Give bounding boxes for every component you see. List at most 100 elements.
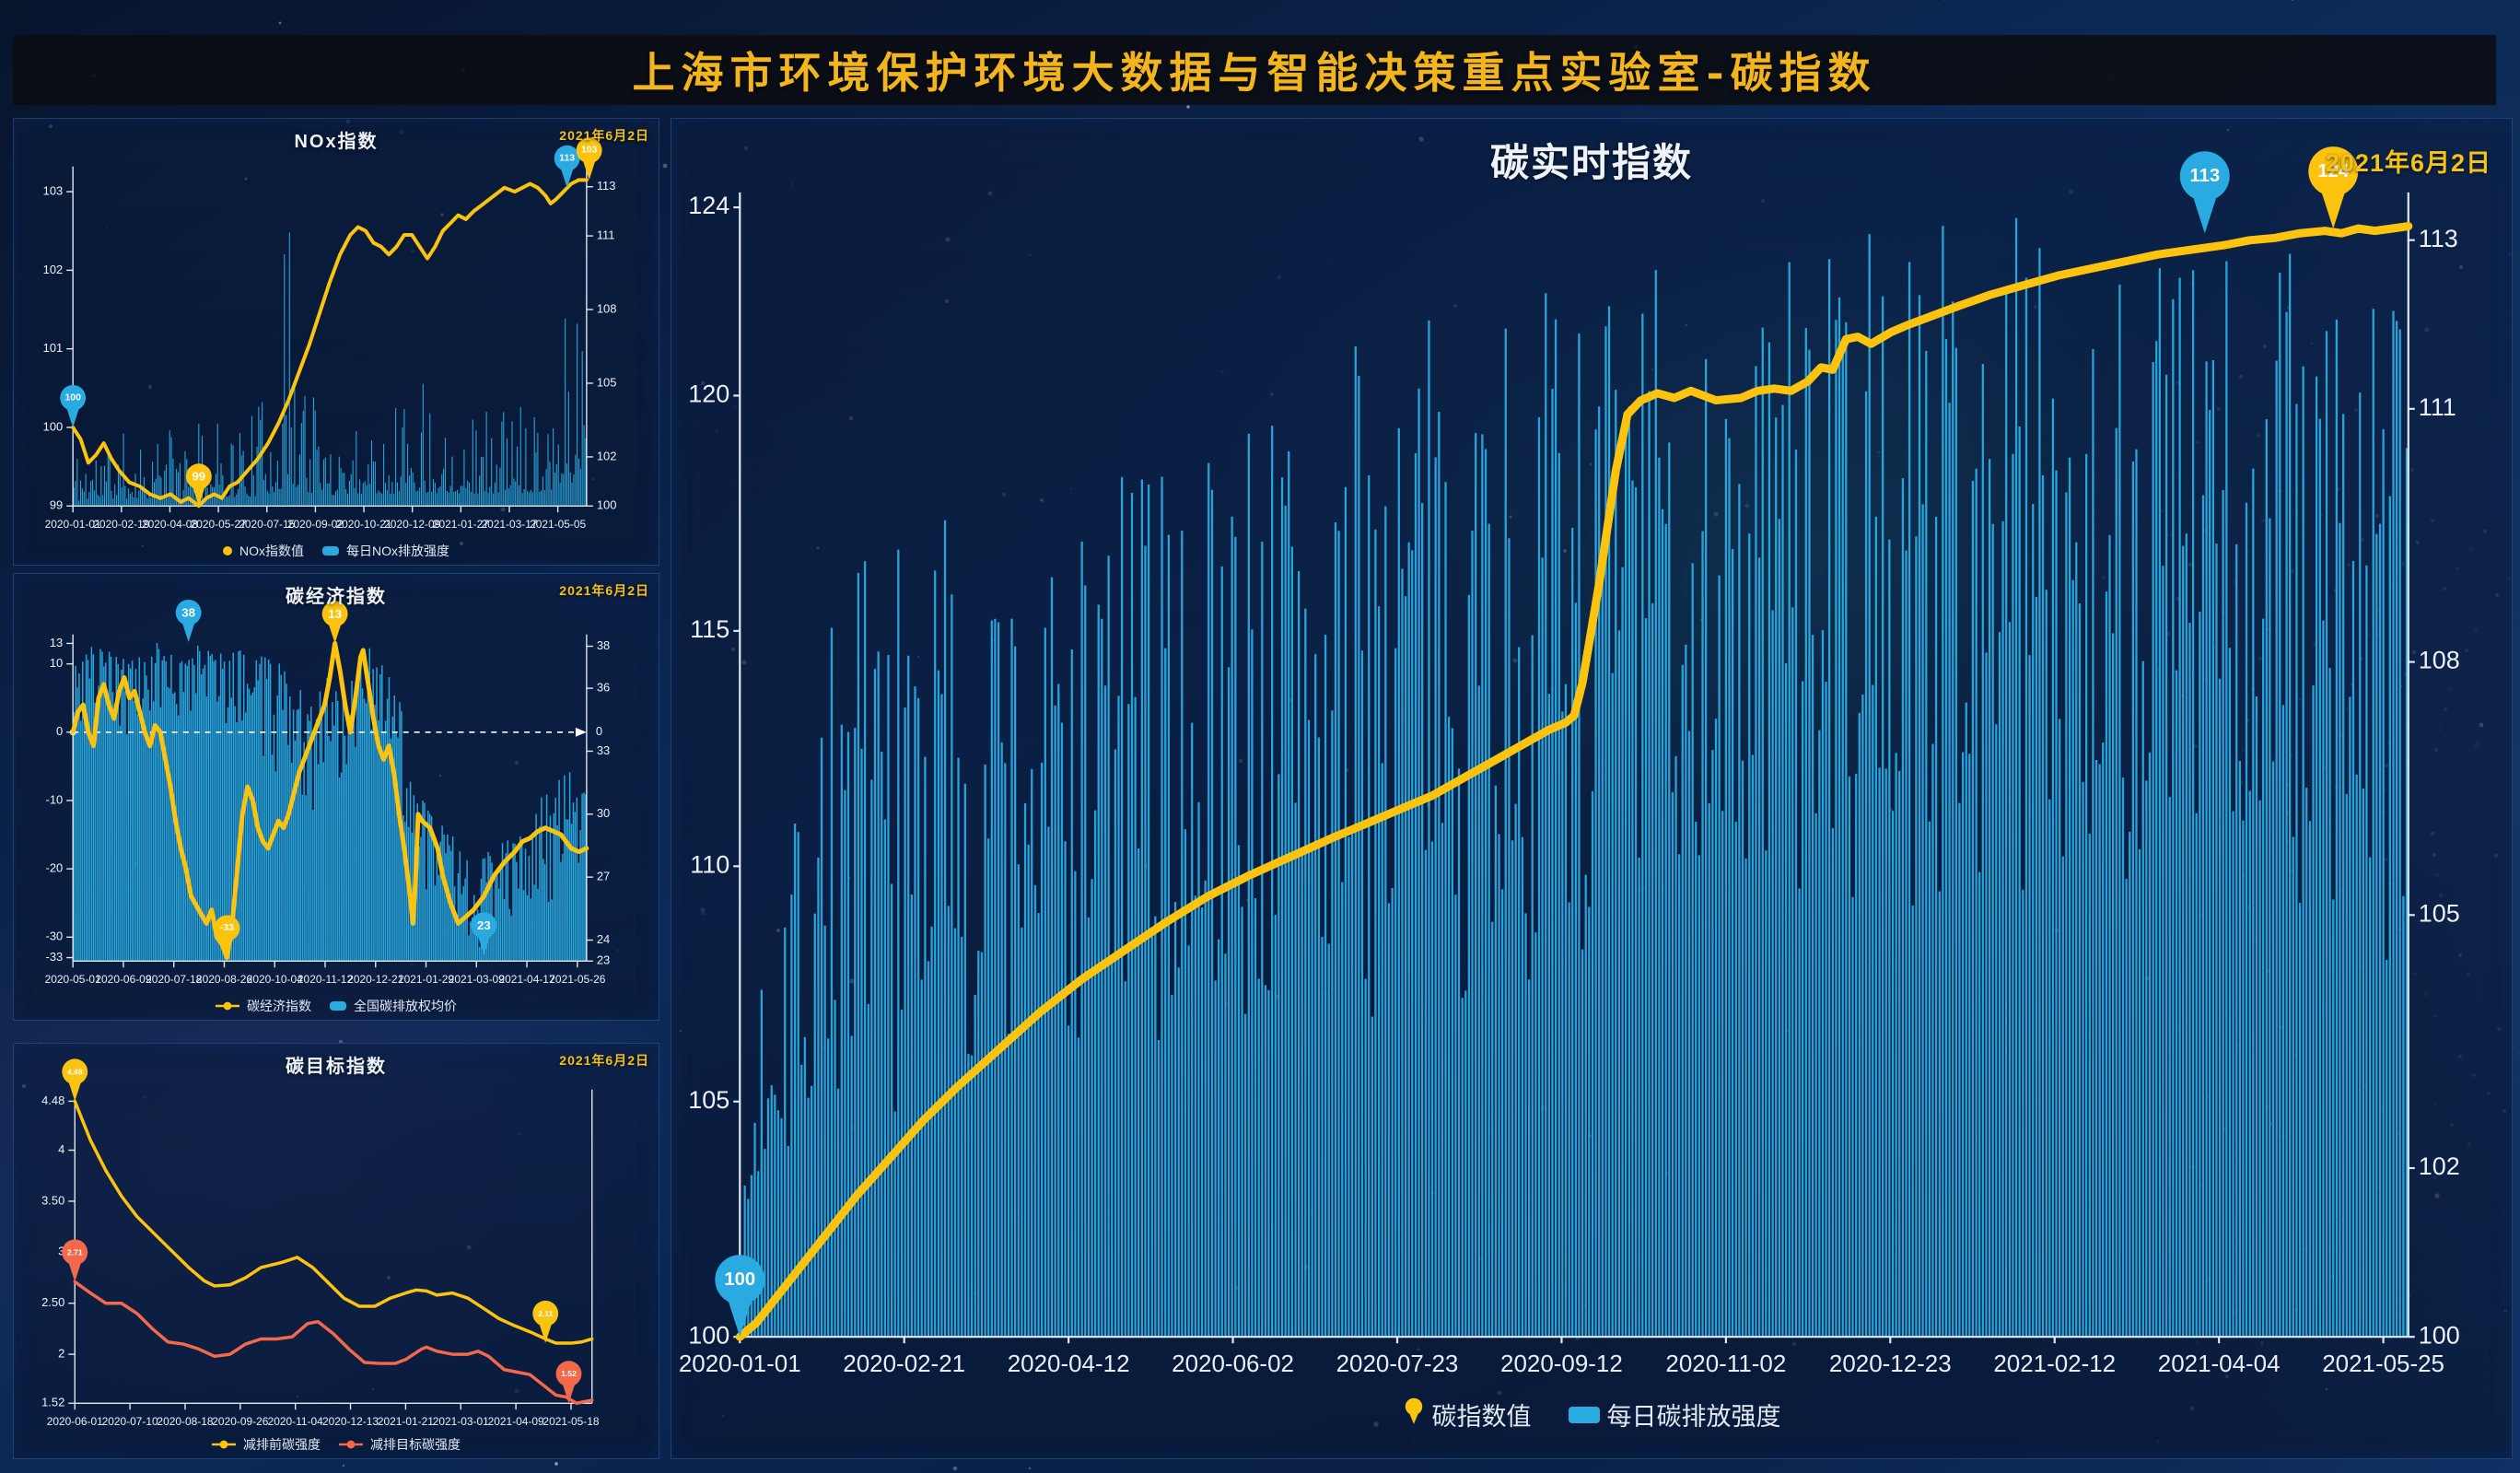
- svg-text:99: 99: [192, 470, 205, 484]
- carbon-economy-chart-canvas[interactable]: 0 13 10 0 -10 -20 -30 -33 38 36 33 30 27 24 23 2020-05-…: [14, 574, 659, 1020]
- bar-legend-icon: [330, 1001, 346, 1011]
- legend-item[interactable]: 碳经济指数: [216, 997, 311, 1015]
- value-pin: 1.52: [555, 1361, 582, 1404]
- svg-text:103: 103: [581, 146, 598, 156]
- svg-text:100: 100: [43, 419, 64, 433]
- svg-text:2020-07-18: 2020-07-18: [146, 973, 202, 986]
- value-pin: 100: [715, 1255, 765, 1338]
- carbon-target-panel: 碳目标指数 2021年6月2日 4.48 4 3.50 3 2.50 2 1.52 2020-…: [13, 1043, 659, 1459]
- svg-text:2020-12-21: 2020-12-21: [347, 973, 403, 986]
- svg-text:4: 4: [58, 1142, 64, 1156]
- page-header: 上海市环境保护环境大数据与智能决策重点实验室-碳指数: [13, 35, 2496, 105]
- panel-title-nox: NOx指数: [294, 132, 379, 152]
- value-pin: 113: [2179, 151, 2230, 234]
- date-badge: 2021年6月2日: [2325, 149, 2491, 177]
- svg-text:-20: -20: [46, 861, 64, 875]
- legend-item[interactable]: NOx指数值: [223, 542, 304, 560]
- svg-text:100: 100: [64, 392, 81, 403]
- carbon-economy-chart-legend: 碳经济指数 全国碳排放权均价: [14, 997, 659, 1015]
- legend-item[interactable]: 每日NOx排放强度: [322, 542, 449, 560]
- date-badge: 2021年6月2日: [559, 128, 649, 143]
- page-title: 上海市环境保护环境大数据与智能决策重点实验室-碳指数: [632, 48, 1877, 98]
- svg-text:113: 113: [559, 153, 575, 163]
- svg-text:2020-11-04: 2020-11-04: [268, 1415, 324, 1428]
- carbon-target-chart-canvas[interactable]: 4.48 4 3.50 3 2.50 2 1.52 2020-06-01 2020-07-10 2…: [14, 1044, 659, 1458]
- svg-text:2.50: 2.50: [41, 1295, 64, 1309]
- svg-text:2021-01-21: 2021-01-21: [378, 1415, 434, 1428]
- svg-text:99: 99: [50, 498, 63, 512]
- svg-text:2021-05-05: 2021-05-05: [530, 518, 586, 531]
- svg-text:4.48: 4.48: [67, 1067, 83, 1076]
- legend-item[interactable]: 减排前碳强度: [212, 1435, 321, 1454]
- svg-text:2021-02-12: 2021-02-12: [1993, 1350, 2116, 1377]
- pin-legend-icon: [1403, 1397, 1425, 1432]
- date-badge: 2021年6月2日: [559, 583, 649, 598]
- svg-text:2020-09-02: 2020-09-02: [287, 518, 344, 531]
- svg-text:2020-05-27: 2020-05-27: [191, 518, 247, 531]
- svg-text:2020-11-12: 2020-11-12: [298, 973, 354, 986]
- panel-title-target: 碳目标指数: [286, 1057, 387, 1077]
- svg-text:2020-12-09: 2020-12-09: [384, 518, 440, 531]
- svg-text:2020-06-02: 2020-06-02: [1172, 1350, 1294, 1377]
- svg-text:113: 113: [597, 179, 616, 193]
- value-pin: 100: [60, 384, 87, 427]
- legend-item[interactable]: 每日碳排放强度: [1568, 1397, 1781, 1432]
- carbon-economy-panel: 碳经济指数 2021年6月2日 0 13 10 0 -10 -20 -30 -33 38 36 33…: [13, 573, 659, 1021]
- svg-text:2.11: 2.11: [538, 1309, 554, 1318]
- dot-legend-icon: [223, 546, 232, 555]
- svg-text:2020-01-01: 2020-01-01: [45, 518, 101, 531]
- carbon-target-chart-legend: 减排前碳强度 减排目标碳强度: [14, 1435, 659, 1454]
- svg-text:30: 30: [597, 806, 610, 820]
- svg-text:-33: -33: [220, 923, 234, 933]
- svg-text:2020-12-13: 2020-12-13: [322, 1415, 379, 1428]
- svg-text:23: 23: [477, 918, 491, 932]
- legend-label: 减排目标碳强度: [370, 1437, 461, 1452]
- svg-text:2021-03-01: 2021-03-01: [433, 1415, 489, 1428]
- svg-text:108: 108: [597, 301, 617, 315]
- legend-label: 碳经济指数: [247, 999, 311, 1013]
- svg-text:2020-12-23: 2020-12-23: [1829, 1350, 1952, 1377]
- svg-text:2.71: 2.71: [67, 1247, 83, 1257]
- legend-item[interactable]: 减排目标碳强度: [339, 1435, 461, 1454]
- svg-text:2021-04-09: 2021-04-09: [488, 1415, 544, 1428]
- svg-text:33: 33: [597, 743, 610, 757]
- carbon-realtime-chart-legend: 碳指数值 每日碳排放强度: [671, 1397, 2512, 1432]
- svg-text:-33: -33: [46, 950, 64, 964]
- svg-text:2020-04-08: 2020-04-08: [142, 518, 198, 531]
- value-pin: 4.48: [62, 1058, 88, 1102]
- svg-text:102: 102: [597, 449, 617, 462]
- legend-item[interactable]: 碳指数值: [1403, 1397, 1532, 1432]
- svg-text:120: 120: [688, 380, 729, 408]
- value-pin: 124: [2308, 146, 2359, 229]
- svg-text:105: 105: [688, 1086, 729, 1114]
- legend-label: NOx指数值: [239, 544, 304, 558]
- svg-text:2020-05-01: 2020-05-01: [45, 973, 101, 986]
- bar-legend-icon: [1568, 1406, 1600, 1423]
- svg-text:105: 105: [597, 375, 617, 389]
- svg-text:2020-08-18: 2020-08-18: [157, 1415, 213, 1428]
- svg-text:124: 124: [688, 192, 729, 219]
- value-pin: 99: [185, 463, 212, 507]
- legend-label: 每日NOx排放强度: [346, 544, 449, 558]
- svg-text:-30: -30: [46, 929, 64, 943]
- svg-text:2021-03-17: 2021-03-17: [481, 518, 537, 531]
- legend-label: 减排前碳强度: [243, 1437, 321, 1452]
- nox-chart-canvas[interactable]: 103 102 101 100 99 113 111 108 105 102 100 2020-01-…: [14, 119, 659, 565]
- svg-text:2020-08-26: 2020-08-26: [196, 973, 252, 986]
- svg-text:103: 103: [43, 184, 64, 198]
- bar-legend-icon: [322, 546, 339, 555]
- svg-text:111: 111: [2419, 393, 2456, 421]
- svg-text:108: 108: [2419, 647, 2460, 674]
- svg-text:2: 2: [58, 1347, 64, 1361]
- svg-text:2020-02-21: 2020-02-21: [843, 1350, 965, 1377]
- legend-item[interactable]: 全国碳排放权均价: [330, 997, 457, 1015]
- value-pin: 38: [175, 599, 202, 642]
- svg-text:105: 105: [2419, 899, 2460, 927]
- linedot-legend-icon: [216, 1001, 239, 1011]
- svg-text:2020-07-10: 2020-07-10: [102, 1415, 158, 1428]
- carbon-realtime-chart-canvas[interactable]: 124 120 115 110 105 100 113 111 108 105 102 100 2020…: [671, 119, 2512, 1458]
- svg-text:38: 38: [181, 605, 195, 619]
- svg-text:2021-04-17: 2021-04-17: [499, 973, 555, 986]
- value-pin: 13: [321, 601, 348, 644]
- nox-index-panel: NOx指数 2021年6月2日 103 102 101 100 99 113 111 108 1…: [13, 118, 659, 566]
